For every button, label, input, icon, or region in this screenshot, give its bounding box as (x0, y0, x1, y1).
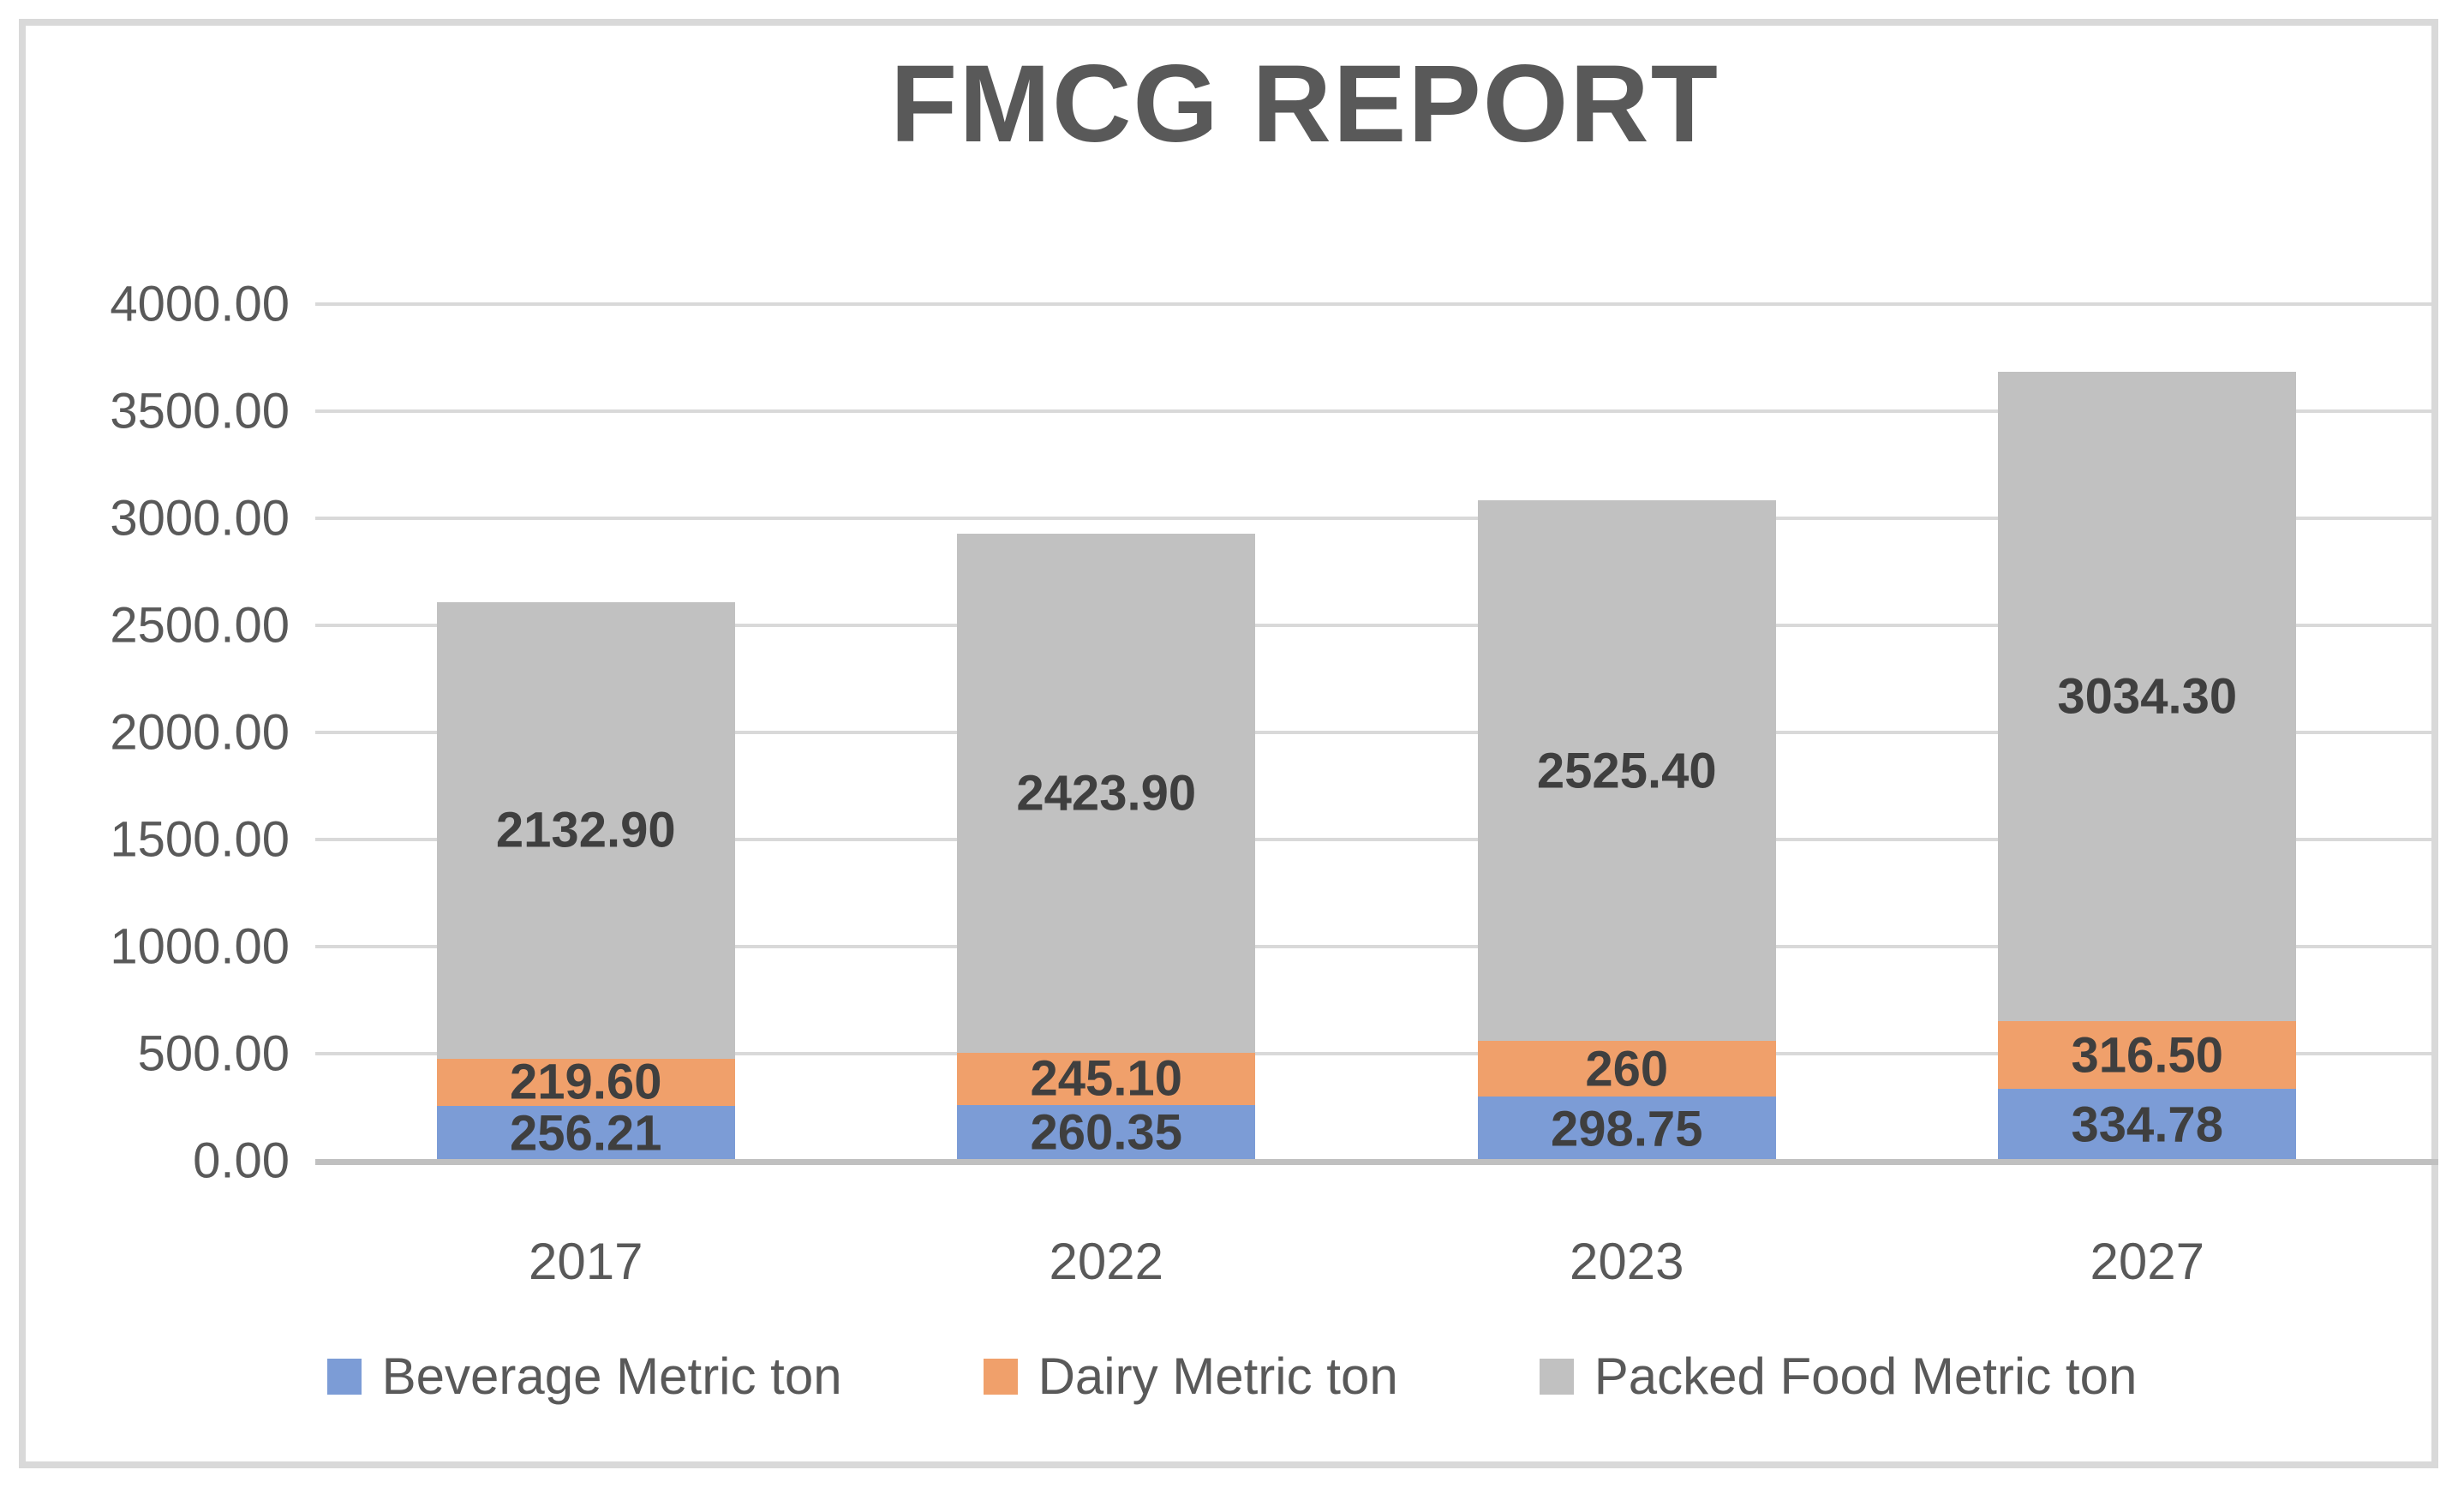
y-axis-tick (315, 624, 336, 627)
legend-swatch-icon (1539, 1358, 1574, 1395)
bar-value-label: 2132.90 (495, 802, 676, 858)
x-axis-label: 2023 (1570, 1233, 1684, 1290)
y-axis-tick (315, 731, 336, 734)
grid-line (336, 409, 2435, 413)
bar-segment (957, 1104, 1256, 1161)
bar-value-label: 2423.90 (1016, 765, 1197, 822)
x-axis-line (315, 1159, 2438, 1165)
y-axis-tick (315, 838, 336, 841)
bar-segment (1998, 371, 2297, 1022)
y-axis-tick (315, 1052, 336, 1055)
grid-line (336, 945, 2435, 948)
y-axis-tick-label: 1000.00 (110, 918, 290, 975)
x-axis-label: 2017 (529, 1233, 643, 1290)
legend-item: Dairy Metric ton (983, 1347, 1398, 1406)
legend-swatch-icon (983, 1358, 1018, 1395)
legend-label: Dairy Metric ton (1038, 1348, 1398, 1405)
bar-segment (436, 1059, 735, 1106)
y-axis-tick-label: 1500.00 (110, 811, 290, 868)
legend-item: Beverage Metric ton (326, 1347, 842, 1406)
y-axis-tick-label: 3000.00 (110, 490, 290, 547)
y-axis-tick (315, 945, 336, 948)
chart-title: FMCG REPORT (890, 43, 1719, 165)
x-axis-label: 2027 (2090, 1233, 2204, 1290)
grid-line (336, 731, 2435, 734)
chart-legend: Beverage Metric ton Dairy Metric ton Packe… (0, 1347, 2464, 1406)
legend-label: Beverage Metric ton (381, 1348, 842, 1405)
bar-segment (1477, 499, 1776, 1042)
bar-segment (436, 601, 735, 1060)
legend-label: Packed Food Metric ton (1594, 1348, 2138, 1405)
bar-value-label: 260 (1585, 1041, 1669, 1097)
bar-segment (957, 533, 1256, 1053)
bar-value-label: 3034.30 (2057, 668, 2238, 725)
grid-line (336, 624, 2435, 627)
y-axis-tick (315, 409, 336, 413)
bar-value-label: 334.78 (2071, 1097, 2223, 1153)
y-axis-tick-label: 2500.00 (110, 597, 290, 654)
bar-segment (1998, 1021, 2297, 1090)
bar-value-label: 219.60 (510, 1054, 662, 1110)
x-axis-label: 2022 (1049, 1233, 1163, 1290)
y-axis-tick-label: 0.00 (193, 1132, 290, 1189)
legend-swatch-icon (326, 1358, 362, 1395)
grid-line (336, 302, 2435, 306)
y-axis-tick (315, 517, 336, 520)
grid-line (336, 838, 2435, 841)
legend-item: Packed Food Metric ton (1539, 1347, 2138, 1406)
bar-value-label: 316.50 (2071, 1027, 2223, 1084)
bar-value-label: 2525.40 (1536, 743, 1717, 799)
grid-line (336, 517, 2435, 520)
bar-segment (436, 1105, 735, 1161)
bar-segment (1998, 1089, 2297, 1161)
bar-segment (1477, 1041, 1776, 1097)
bar-segment (957, 1052, 1256, 1105)
grid-line (336, 1052, 2435, 1055)
bar-value-label: 256.21 (510, 1105, 662, 1162)
bar-value-label: 260.35 (1030, 1104, 1182, 1161)
bar-segment (1477, 1097, 1776, 1161)
y-axis-tick-label: 3500.00 (110, 383, 290, 439)
y-axis-tick-label: 2000.00 (110, 704, 290, 761)
y-axis-tick-label: 500.00 (137, 1025, 290, 1082)
y-axis-tick-label: 4000.00 (110, 276, 290, 332)
bar-value-label: 298.75 (1551, 1101, 1703, 1157)
bar-value-label: 245.10 (1030, 1050, 1182, 1107)
y-axis-tick (315, 302, 336, 306)
